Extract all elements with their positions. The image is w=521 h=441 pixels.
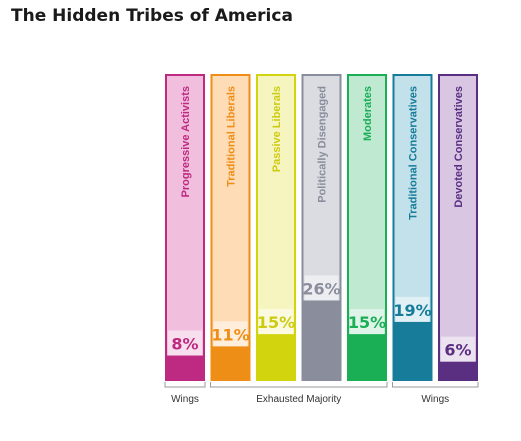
group-label-wings-2: Wings <box>421 394 449 405</box>
bar-group-politically-disengaged: 26% Politically Disengaged <box>301 74 342 381</box>
group-bracket-wings-2 <box>392 382 479 388</box>
bar-group-devoted-conservatives: 6% Devoted Conservatives <box>438 74 478 381</box>
bar-column-progressive-activists <box>165 74 205 381</box>
bar-devoted-conservatives <box>438 361 478 380</box>
bar-value-label-progressive-activists: 8% <box>171 335 198 354</box>
category-label-politically-disengaged: Politically Disengaged <box>317 86 329 203</box>
bar-value-box-politically-disengaged <box>304 275 339 301</box>
bar-value-box-devoted-conservatives <box>441 336 475 362</box>
group-brackets-layer: Wings Exhausted Majority Wings <box>164 382 479 405</box>
bars-layer: 8% Progressive Activists 11% Traditional Li… <box>165 74 478 381</box>
bar-group-traditional-conservatives: 19% Traditional Conservatives <box>392 74 433 381</box>
category-label-traditional-conservatives: Traditional Conservatives <box>408 86 420 220</box>
bar-value-label-moderates: 15% <box>348 313 386 332</box>
bar-column-devoted-conservatives <box>438 74 478 381</box>
category-label-traditional-liberals: Traditional Liberals <box>226 86 238 187</box>
group-wings-2: Wings <box>392 382 479 405</box>
chart-title: The Hidden Tribes of America <box>11 6 293 26</box>
group-wings-0: Wings <box>164 382 206 405</box>
category-label-devoted-conservatives: Devoted Conservatives <box>453 86 465 208</box>
bar-value-box-traditional-conservatives <box>395 296 430 322</box>
category-label-moderates: Moderates <box>362 86 374 141</box>
bar-group-traditional-liberals: 11% Traditional Liberals <box>210 74 251 381</box>
bar-value-label-traditional-conservatives: 19% <box>393 301 431 320</box>
bar-group-moderates: 15% Moderates <box>347 74 387 381</box>
bar-progressive-activists <box>165 355 205 380</box>
group-label-exhausted-majority-1: Exhausted Majority <box>256 394 341 405</box>
bar-passive-liberals <box>256 334 296 380</box>
category-label-passive-liberals: Passive Liberals <box>271 86 283 172</box>
bar-value-box-moderates <box>350 309 384 335</box>
group-exhausted-majority-1: Exhausted Majority <box>210 382 388 405</box>
bar-value-box-passive-liberals <box>259 309 293 335</box>
bar-moderates <box>347 334 387 380</box>
group-bracket-wings-0 <box>164 382 206 388</box>
bar-politically-disengaged <box>301 300 342 380</box>
group-label-wings-0: Wings <box>171 394 199 405</box>
bar-traditional-conservatives <box>392 321 433 380</box>
bar-value-label-passive-liberals: 15% <box>257 313 295 332</box>
bar-traditional-liberals <box>210 346 251 380</box>
bar-group-passive-liberals: 15% Passive Liberals <box>256 74 296 381</box>
category-label-progressive-activists: Progressive Activists <box>180 86 192 197</box>
bar-group-progressive-activists: 8% Progressive Activists <box>165 74 205 381</box>
group-bracket-exhausted-majority-1 <box>210 382 388 388</box>
bar-value-label-devoted-conservatives: 6% <box>444 341 471 360</box>
bar-value-box-progressive-activists <box>168 330 202 356</box>
bar-value-label-politically-disengaged: 26% <box>302 279 340 298</box>
bar-value-box-traditional-liberals <box>213 321 248 347</box>
bar-value-label-traditional-liberals: 11% <box>211 325 249 344</box>
